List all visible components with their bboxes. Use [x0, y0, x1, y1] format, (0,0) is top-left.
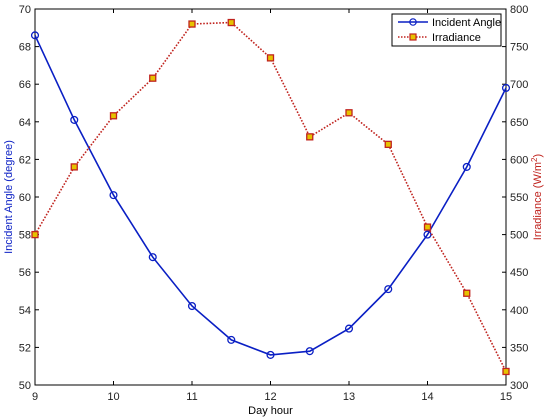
data-point-incident-angle [501, 83, 511, 93]
left-tick-label: 58 [19, 230, 31, 242]
data-point-irradiance [345, 109, 353, 117]
right-axis-label: Irradiance (W/m2) [530, 154, 544, 240]
x-tick-label: 10 [107, 391, 119, 403]
x-tick-label: 13 [343, 391, 355, 403]
right-tick-label: 800 [510, 4, 528, 16]
right-axis-label-main: Irradiance (W/m [532, 162, 544, 240]
data-point-incident-angle [344, 324, 354, 333]
legend-label-incident-angle: Incident Angle [432, 17, 501, 29]
legend-marker-irradiance [409, 33, 417, 41]
data-point-irradiance [188, 20, 196, 28]
data-point-irradiance [502, 367, 510, 376]
data-point-irradiance [227, 18, 235, 27]
right-tick-label: 550 [510, 192, 528, 204]
right-tick-label: 500 [510, 230, 528, 242]
left-tick-label: 60 [19, 192, 31, 204]
left-tick-label: 66 [19, 79, 31, 91]
left-tick-label: 70 [19, 4, 31, 16]
right-tick-label: 450 [510, 267, 528, 279]
right-tick-label: 400 [510, 305, 528, 317]
x-tick-label: 15 [500, 391, 512, 403]
right-axis-label-end: ) [532, 154, 544, 158]
data-point-incident-angle [30, 31, 40, 40]
x-tick-label: 14 [421, 391, 433, 403]
right-tick-label: 700 [510, 79, 528, 91]
left-tick-label: 56 [19, 267, 31, 279]
right-tick-label: 650 [510, 117, 528, 129]
x-tick-label: 11 [186, 391, 197, 403]
data-point-irradiance [109, 112, 118, 120]
legend: Incident Angle Irradiance [391, 13, 502, 47]
data-point-irradiance [266, 54, 275, 62]
right-axis-label-sup: 2 [530, 157, 539, 162]
data-point-incident-angle [266, 350, 275, 359]
left-axis-ticks: 50 52 54 56 58 60 62 64 66 68 70 [19, 4, 39, 392]
x-tick-label: 9 [32, 391, 38, 403]
data-point-incident-angle [423, 230, 432, 239]
data-point-incident-angle [384, 285, 393, 294]
data-point-incident-angle [148, 253, 157, 262]
legend-label-irradiance: Irradiance [432, 32, 481, 44]
right-tick-label: 300 [510, 380, 528, 392]
data-point-incident-angle [109, 191, 118, 200]
right-tick-label: 750 [510, 42, 528, 54]
data-point-irradiance [384, 140, 392, 149]
data-point-incident-angle [70, 115, 79, 124]
data-point-incident-angle [187, 301, 197, 311]
data-point-irradiance [70, 163, 78, 171]
left-tick-label: 68 [19, 42, 31, 54]
x-axis-label: Day hour [248, 405, 293, 417]
data-point-irradiance [31, 230, 39, 239]
left-axis-label: Incident Angle (degree) [3, 140, 15, 254]
series-line-incident-angle [34, 34, 507, 356]
left-tick-label: 52 [19, 342, 31, 354]
data-point-irradiance [423, 223, 432, 231]
right-axis-ticks: 300 350 400 450 500 550 600 650 700 750 800 [502, 4, 528, 392]
left-tick-label: 62 [19, 154, 31, 166]
x-tick-label: 12 [264, 391, 276, 403]
right-tick-label: 600 [510, 154, 528, 166]
data-point-irradiance [149, 74, 157, 82]
legend-marker-incident-angle [409, 18, 417, 26]
left-tick-label: 64 [19, 117, 31, 129]
x-axis-ticks: 9 10 11 12 13 14 15 [32, 9, 512, 403]
data-point-irradiance [306, 133, 314, 141]
right-tick-label: 350 [510, 342, 528, 354]
series-layer [30, 18, 511, 376]
data-point-incident-angle [462, 162, 471, 171]
plot-area [34, 8, 507, 386]
legend-box [391, 13, 502, 47]
data-point-incident-angle [227, 335, 236, 344]
data-point-irradiance [463, 289, 471, 297]
data-point-incident-angle [305, 347, 314, 356]
left-tick-label: 50 [19, 380, 31, 392]
left-tick-label: 54 [19, 305, 31, 317]
